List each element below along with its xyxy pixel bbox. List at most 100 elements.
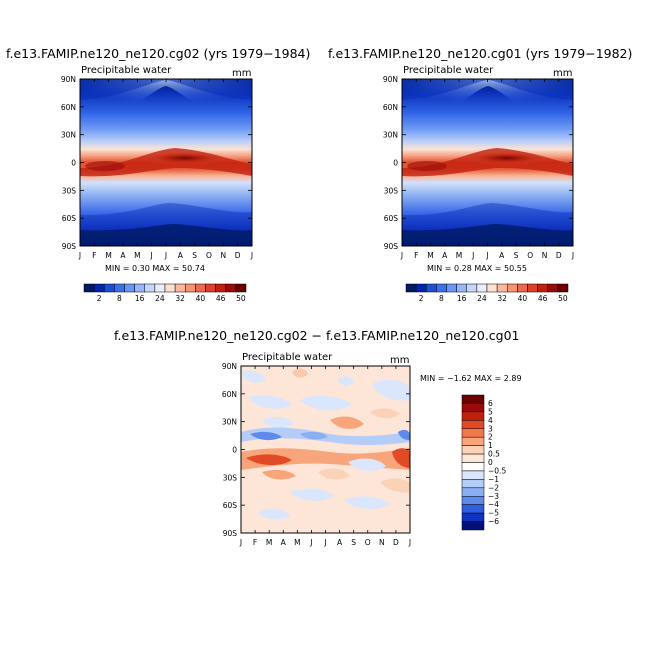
x-tick-label: A — [281, 538, 287, 547]
y-tick-label: 60S — [62, 214, 77, 223]
panel-b-stats: MIN = 0.28 MAX = 50.55 — [427, 264, 527, 273]
colorbar-swatch — [114, 283, 125, 293]
x-tick-label: N — [221, 251, 227, 260]
x-tick-label: F — [253, 538, 257, 547]
colorbar-label: −4 — [488, 500, 499, 509]
colorbar-swatch — [104, 283, 115, 293]
colorbar-swatch — [446, 283, 457, 293]
colorbar-swatch — [154, 283, 166, 293]
colorbar-swatch — [517, 283, 528, 293]
panel-b-subtitle: Precipitable water — [403, 65, 494, 76]
x-tick-label: D — [556, 251, 562, 260]
colorbar-label: 0.5 — [488, 450, 500, 459]
panel-b-field — [402, 79, 573, 246]
y-tick-label: 30S — [384, 186, 399, 195]
colorbar-label: 1 — [488, 441, 493, 450]
colorbar-swatch — [476, 283, 488, 293]
x-tick-label: M — [294, 538, 300, 547]
colorbar-swatch — [461, 394, 485, 404]
colorbar-label: 16 — [135, 294, 145, 303]
x-tick-label: A — [337, 538, 343, 547]
panel-a-subtitle: Precipitable water — [81, 65, 172, 76]
colorbar-label: 40 — [518, 294, 528, 303]
colorbar-label: −6 — [488, 517, 499, 526]
colorbar-label: 46 — [216, 294, 226, 303]
colorbar-swatch — [215, 283, 226, 293]
colorbar-swatch — [486, 283, 498, 293]
panel-c-subtitle: Precipitable water — [242, 352, 333, 363]
x-tick-label: J — [239, 538, 242, 547]
colorbar-swatch — [235, 283, 247, 293]
x-tick-label: M — [427, 251, 433, 260]
y-tick-label: 30S — [223, 473, 238, 482]
x-tick-label: J — [485, 251, 488, 260]
panel-a-stats: MIN = 0.30 MAX = 50.74 — [105, 264, 205, 273]
x-tick-label: A — [499, 251, 505, 260]
colorbar-swatch — [164, 283, 176, 293]
colorbar-swatch — [461, 428, 485, 438]
colorbar-swatch — [507, 283, 518, 293]
y-tick-label: 60N — [383, 103, 398, 112]
x-tick-label: S — [192, 251, 197, 260]
panel-c-units: mm — [390, 355, 409, 366]
y-tick-label: 30N — [383, 131, 398, 140]
colorbar-label: 2 — [488, 433, 493, 442]
colorbar-swatch — [205, 283, 216, 293]
colorbar-label: 6 — [488, 399, 493, 408]
panel-c-stats: MIN = −1.62 MAX = 2.89 — [420, 374, 522, 383]
colorbar-label: 46 — [538, 294, 548, 303]
panel-a-field — [80, 79, 252, 246]
y-tick-label: 60N — [222, 390, 237, 399]
colorbar-label: 0 — [488, 458, 493, 467]
x-tick-label: F — [92, 251, 96, 260]
y-tick-label: 0 — [232, 446, 237, 455]
x-tick-label: J — [400, 251, 403, 260]
x-tick-label: S — [351, 538, 356, 547]
colorbar-swatch — [134, 283, 145, 293]
x-tick-label: D — [393, 538, 399, 547]
y-tick-label: 90S — [384, 242, 399, 251]
colorbar-label: −5 — [488, 509, 499, 518]
colorbar-label: 32 — [497, 294, 507, 303]
colorbar-label: −0.5 — [488, 466, 506, 475]
colorbar-swatch — [225, 283, 237, 293]
colorbar-swatch — [461, 462, 485, 472]
y-tick-label: 30N — [222, 418, 237, 427]
colorbar-label: 40 — [196, 294, 206, 303]
colorbar-swatch — [461, 504, 485, 514]
x-tick-label: J — [309, 538, 312, 547]
x-tick-label: O — [206, 251, 212, 260]
colorbar-label: −2 — [488, 483, 499, 492]
y-tick-label: 90S — [62, 242, 77, 251]
colorbar-swatch — [461, 496, 485, 505]
colorbar-label: 4 — [488, 416, 493, 425]
x-tick-label: S — [514, 251, 519, 260]
colorbar-swatch — [461, 512, 485, 522]
colorbar-swatch — [415, 283, 427, 293]
colorbar-swatch — [456, 283, 467, 293]
colorbar-swatch — [547, 283, 559, 293]
colorbar-swatch — [436, 283, 447, 293]
colorbar-label: 32 — [175, 294, 185, 303]
x-tick-label: J — [471, 251, 474, 260]
panel-a-colorbar: 2 8 16 24 32 40 46 50 — [83, 283, 247, 303]
x-tick-label: M — [105, 251, 111, 260]
colorbar-swatch — [557, 283, 569, 293]
colorbar-swatch — [461, 403, 485, 413]
x-tick-label: J — [78, 251, 81, 260]
colorbar-swatch — [461, 479, 485, 489]
x-tick-label: A — [442, 251, 448, 260]
colorbar-label: 24 — [477, 294, 487, 303]
y-tick-label: 90N — [61, 75, 76, 84]
x-tick-label: A — [178, 251, 184, 260]
x-tick-label: A — [120, 251, 126, 260]
colorbar-label: 50 — [236, 294, 246, 303]
x-tick-label: N — [379, 538, 385, 547]
colorbar-swatch — [461, 453, 485, 463]
colorbar-swatch — [461, 445, 485, 455]
y-tick-label: 60N — [61, 103, 76, 112]
colorbar-label: 24 — [155, 294, 165, 303]
